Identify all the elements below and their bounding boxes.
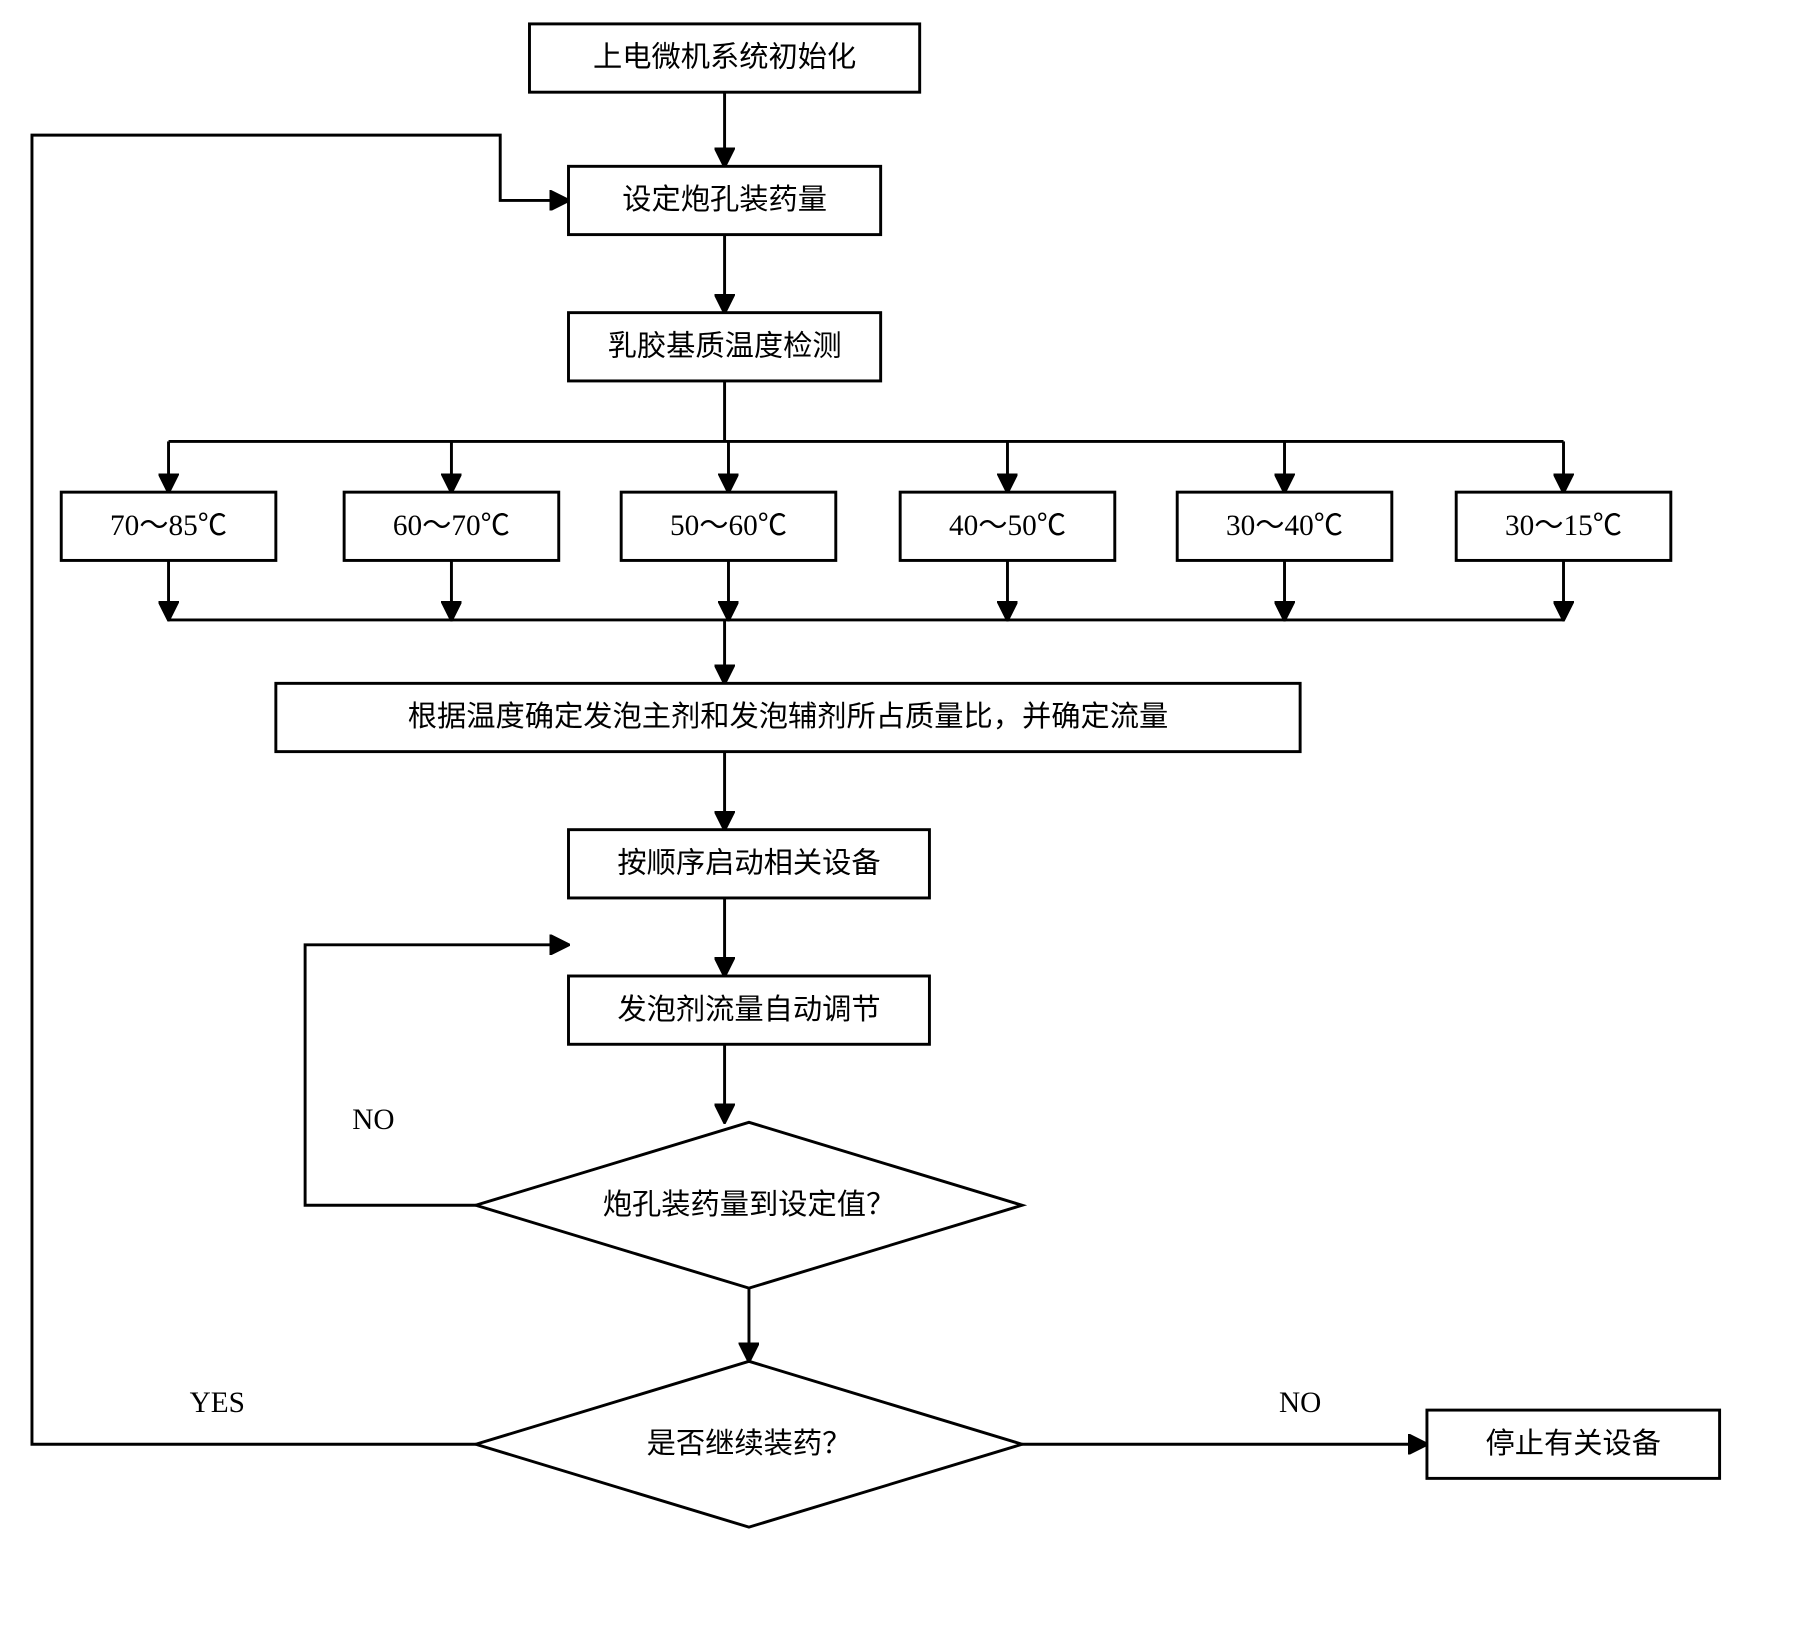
flow-node-label: 50～60℃ xyxy=(670,510,787,542)
edge-label: NO xyxy=(1279,1387,1321,1419)
flow-node-label: 按顺序启动相关设备 xyxy=(617,846,880,879)
flow-decision-label: 是否继续装药？ xyxy=(647,1427,852,1460)
flow-node-label: 30～15℃ xyxy=(1505,510,1622,542)
flow-node-label: 上电微机系统初始化 xyxy=(593,41,856,74)
flow-node-label: 根据温度确定发泡主剂和发泡辅剂所占质量比，并确定流量 xyxy=(408,700,1168,733)
flow-node-label: 60～70℃ xyxy=(393,510,510,542)
flow-node-label: 70～85℃ xyxy=(110,510,227,542)
flow-node-label: 发泡剂流量自动调节 xyxy=(617,993,880,1026)
flow-node-label: 40～50℃ xyxy=(949,510,1066,542)
edge xyxy=(32,135,569,1444)
flow-node-label: 设定炮孔装药量 xyxy=(622,183,827,216)
edge xyxy=(305,945,568,1205)
edge-label: YES xyxy=(190,1387,245,1419)
flow-decision-label: 炮孔装药量到设定值？ xyxy=(603,1188,895,1221)
flow-node-label: 乳胶基质温度检测 xyxy=(608,329,842,362)
flow-node-label: 30～40℃ xyxy=(1226,510,1343,542)
edge-label: NO xyxy=(352,1104,394,1136)
flow-node-label: 停止有关设备 xyxy=(1486,1427,1662,1460)
